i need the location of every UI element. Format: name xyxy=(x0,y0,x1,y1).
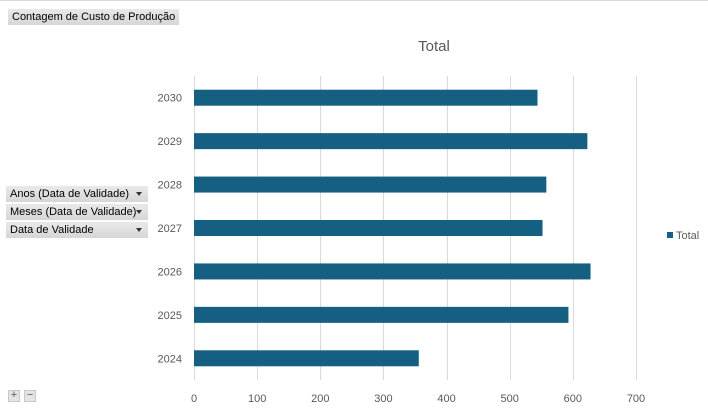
y-tick-label: 2025 xyxy=(158,310,182,322)
filter-anos-label: Anos (Data de Validade) xyxy=(10,188,130,200)
legend-swatch xyxy=(667,232,673,238)
filter-data-validade-dropdown[interactable]: Data de Validade xyxy=(6,222,148,238)
dropdown-arrow-icon xyxy=(136,192,142,196)
legend: Total xyxy=(667,230,699,242)
x-tick-label: 200 xyxy=(311,393,329,405)
bar xyxy=(194,176,547,193)
bar xyxy=(194,263,591,280)
bar xyxy=(194,220,543,236)
y-tick-label: 2026 xyxy=(158,266,182,278)
x-tick-label: 500 xyxy=(501,393,519,405)
dropdown-arrow-icon xyxy=(136,228,142,232)
filter-meses-label: Meses (Data de Validade) xyxy=(10,206,137,218)
filter-data-validade-label: Data de Validade xyxy=(10,224,94,236)
filter-meses-dropdown[interactable]: Meses (Data de Validade) xyxy=(6,204,148,220)
x-tick-label: 700 xyxy=(627,393,645,405)
x-tick-label: 0 xyxy=(191,393,197,405)
top-border xyxy=(0,0,708,1)
y-tick-label: 2024 xyxy=(158,353,182,365)
filter-anos-dropdown[interactable]: Anos (Data de Validade) xyxy=(6,186,148,202)
y-tick-label: 2030 xyxy=(158,93,182,105)
x-tick-label: 300 xyxy=(374,393,392,405)
collapse-button[interactable]: − xyxy=(24,390,36,402)
legend-label: Total xyxy=(676,230,700,242)
y-tick-label: 2028 xyxy=(158,180,182,192)
dropdown-arrow-icon xyxy=(136,210,142,214)
y-tick-label: 2027 xyxy=(158,223,182,235)
value-field-button[interactable]: Contagem de Custo de Produção xyxy=(8,9,180,25)
bar xyxy=(194,306,569,323)
x-tick-label: 400 xyxy=(437,393,455,405)
x-tick-label: 600 xyxy=(564,393,582,405)
y-tick-label: 2029 xyxy=(158,136,182,148)
x-tick-label: 100 xyxy=(248,393,266,405)
bar xyxy=(194,133,588,150)
expand-button[interactable]: + xyxy=(8,390,20,402)
bar xyxy=(194,350,419,367)
bar xyxy=(194,89,538,106)
